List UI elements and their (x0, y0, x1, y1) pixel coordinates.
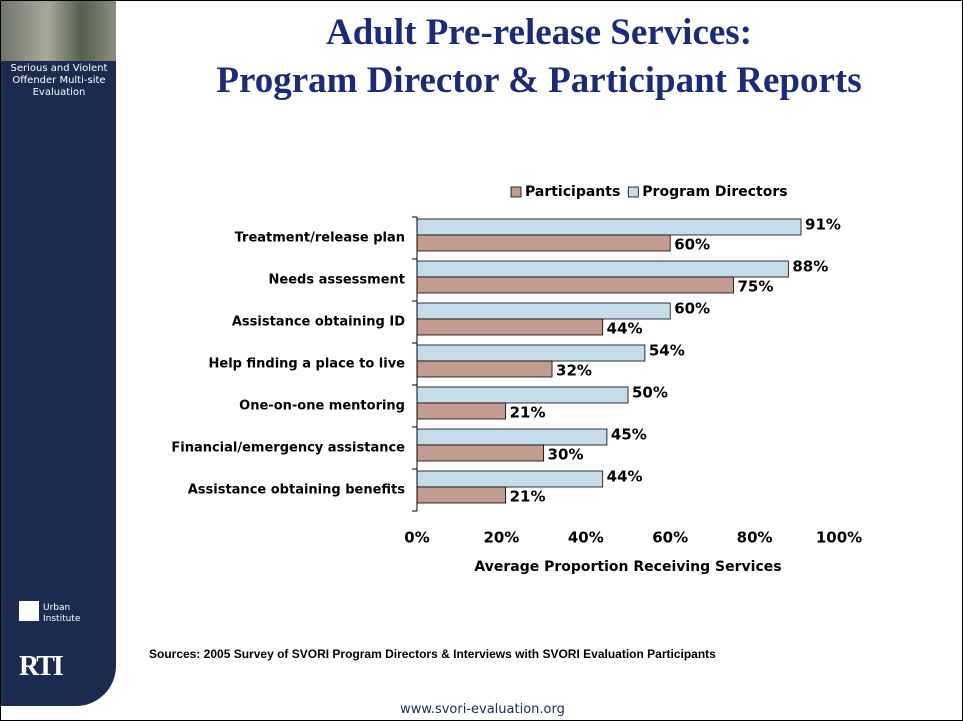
value-label: 60% (674, 236, 710, 254)
x-tick-label: 80% (737, 529, 773, 547)
slide: Serious and Violent Offender Multi-site … (0, 0, 963, 721)
bar (417, 445, 544, 461)
x-axis-label: Average Proportion Receiving Services (474, 559, 781, 575)
x-tick-label: 0% (404, 529, 429, 547)
bar (417, 261, 788, 277)
x-tick-label: 40% (568, 529, 604, 547)
value-label: 54% (649, 342, 685, 360)
value-label: 44% (607, 468, 643, 486)
value-label: 45% (611, 426, 647, 444)
x-tick-label: 20% (483, 529, 519, 547)
legend-swatch (511, 187, 521, 197)
value-label: 32% (556, 362, 592, 380)
value-label: 91% (805, 216, 841, 234)
url: www.svori-evaluation.org (1, 702, 963, 717)
legend-label: Program Directors (642, 184, 787, 200)
value-label: 44% (607, 320, 643, 338)
value-label: 30% (548, 446, 584, 464)
source: Sources: 2005 Survey of SVORI Program Di… (149, 647, 716, 661)
category-label: Needs assessment (269, 273, 405, 288)
category-label: Help finding a place to live (209, 357, 406, 372)
bar (417, 219, 801, 235)
legend-label: Participants (525, 184, 620, 200)
category-label: Financial/emergency assistance (171, 441, 405, 456)
legend-swatch (628, 187, 638, 197)
category-label: Assistance obtaining ID (232, 315, 405, 330)
value-label: 60% (674, 300, 710, 318)
bar (417, 361, 552, 377)
bar (417, 277, 734, 293)
value-label: 50% (632, 384, 668, 402)
bar (417, 345, 645, 361)
x-tick-label: 100% (816, 529, 862, 547)
category-label: Assistance obtaining benefits (188, 483, 406, 498)
category-label: One-on-one mentoring (239, 399, 405, 414)
bar (417, 387, 628, 403)
category-label: Treatment/release plan (235, 231, 405, 246)
bar (417, 235, 670, 251)
bar (417, 429, 607, 445)
bar (417, 319, 603, 335)
value-label: 75% (738, 278, 774, 296)
bar (417, 403, 506, 419)
bar (417, 471, 603, 487)
value-label: 88% (792, 258, 828, 276)
bar (417, 487, 506, 503)
x-tick-label: 60% (652, 529, 688, 547)
value-label: 21% (510, 404, 546, 422)
chart: Treatment/release plan 91% 60% Needs assess… (1, 1, 962, 720)
value-label: 21% (510, 488, 546, 506)
bar (417, 303, 670, 319)
